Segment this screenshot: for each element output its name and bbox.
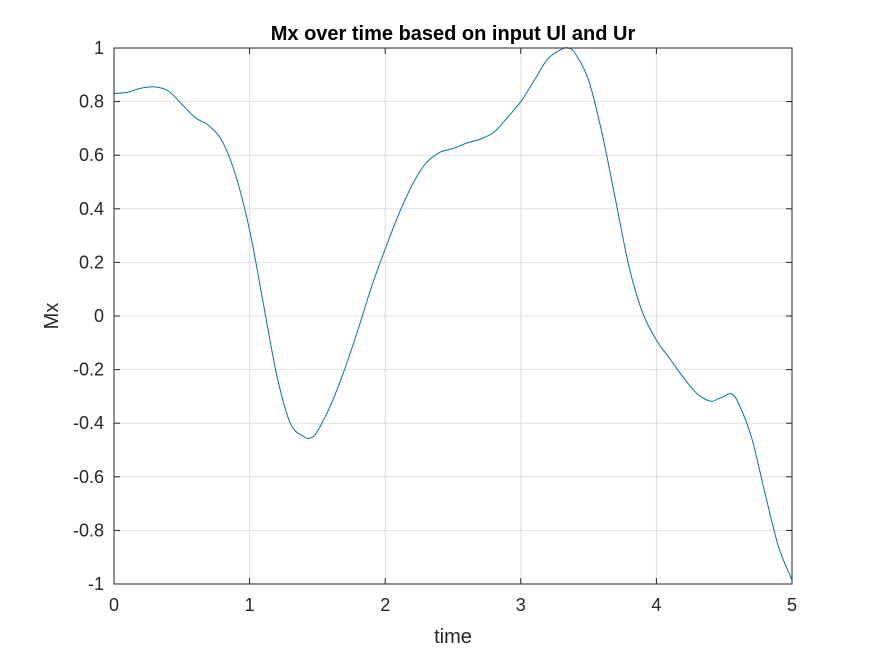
grid bbox=[113, 47, 793, 585]
y-tick-label: 0.8 bbox=[79, 92, 104, 112]
y-tick-label: 0.6 bbox=[79, 145, 104, 165]
x-tick-label: 3 bbox=[516, 595, 526, 615]
series-line bbox=[113, 47, 793, 581]
y-tick-labels: -1 -0.8 -0.6 -0.4 -0.2 0 0.2 0.4 0.6 0.8 1 bbox=[73, 38, 104, 594]
x-tick-label: 2 bbox=[380, 595, 390, 615]
x-tick-labels: 0 1 2 3 4 5 bbox=[109, 595, 797, 615]
y-tick-label: 0 bbox=[94, 306, 104, 326]
y-tick-label: -1 bbox=[88, 574, 104, 594]
chart-title: Mx over time based on input Ul and Ur bbox=[271, 23, 636, 45]
y-tick-label: 0.2 bbox=[79, 252, 104, 272]
y-tick-label: -0.2 bbox=[73, 360, 104, 380]
x-tick-label: 1 bbox=[245, 595, 255, 615]
x-tick-label: 0 bbox=[109, 595, 119, 615]
y-tick-label: -0.8 bbox=[73, 520, 104, 540]
y-axis-label: Mx bbox=[41, 303, 63, 330]
x-tick-label: 5 bbox=[787, 595, 797, 615]
y-tick-label: -0.6 bbox=[73, 467, 104, 487]
x-tick-label: 4 bbox=[651, 595, 661, 615]
ticks bbox=[113, 47, 793, 585]
y-tick-label: 1 bbox=[94, 38, 104, 58]
y-tick-label: 0.4 bbox=[79, 199, 104, 219]
x-axis-label: time bbox=[434, 626, 472, 648]
y-tick-label: -0.4 bbox=[73, 413, 104, 433]
